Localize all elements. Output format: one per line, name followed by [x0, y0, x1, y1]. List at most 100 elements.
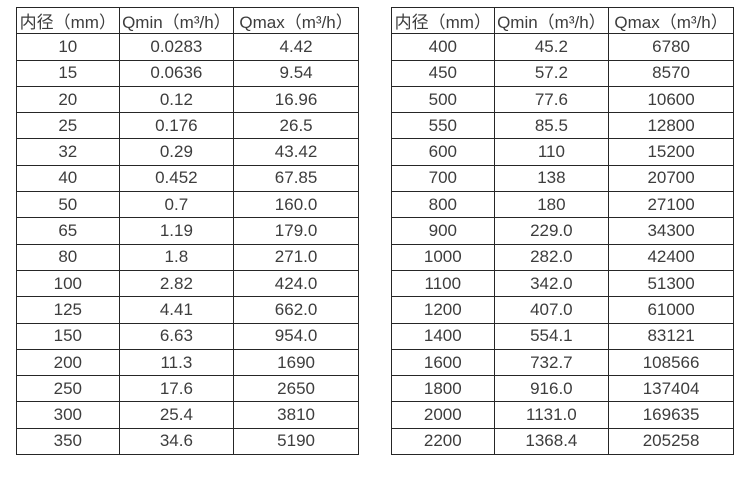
- table-cell: 42400: [608, 243, 734, 271]
- table-header: 内径（mm） Qmin（m³/h） Qmax（m³/h）: [391, 6, 734, 35]
- table-cell: 0.176: [118, 112, 235, 140]
- table-row: 1800 916.0 137404: [391, 375, 734, 403]
- table-cell: 700: [391, 164, 495, 193]
- header-qmax: Qmax（m³/h）: [608, 6, 734, 35]
- table-cell: 6780: [608, 33, 734, 61]
- table-cell: 2000: [391, 401, 495, 429]
- table-cell: 1368.4: [493, 427, 610, 456]
- table-cell: 137404: [608, 375, 734, 403]
- table-cell: 662.0: [233, 296, 359, 324]
- table-row: 50 0.7 160.0: [16, 191, 359, 219]
- table-cell: 27100: [608, 191, 734, 219]
- table-row: 300 25.4 3810: [16, 401, 359, 429]
- table-cell: 732.7: [493, 348, 610, 377]
- table-cell: 400: [391, 33, 495, 61]
- table-cell: 12800: [608, 112, 734, 140]
- table-cell: 25: [16, 112, 120, 140]
- table-cell: 16.96: [233, 85, 359, 114]
- table-row: 125 4.41 662.0: [16, 296, 359, 324]
- table-row: 2200 1368.4 205258: [391, 427, 734, 456]
- table-cell: 1131.0: [493, 401, 610, 429]
- table-cell: 3810: [233, 401, 359, 429]
- table-row: 1100 342.0 51300: [391, 269, 734, 298]
- table-cell: 40: [16, 164, 120, 193]
- table-cell: 350: [16, 427, 120, 456]
- table-cell: 8570: [608, 59, 734, 87]
- table-cell: 0.12: [118, 85, 235, 114]
- table-row: 25 0.176 26.5: [16, 112, 359, 140]
- table-cell: 450: [391, 59, 495, 87]
- table-cell: 108566: [608, 348, 734, 377]
- table-cell: 0.7: [118, 191, 235, 219]
- table-cell: 10600: [608, 85, 734, 114]
- table-cell: 1600: [391, 348, 495, 377]
- table-cell: 61000: [608, 296, 734, 324]
- table-body: 10 0.0283 4.42 15 0.0636 9.54 20 0.12 16.96 25 0.1…: [16, 33, 359, 456]
- table-cell: 179.0: [233, 217, 359, 245]
- table-row: 600 110 15200: [391, 138, 734, 166]
- table-cell: 229.0: [493, 217, 610, 245]
- table-row: 1600 732.7 108566: [391, 348, 734, 377]
- table-cell: 1200: [391, 296, 495, 324]
- header-row: 内径（mm） Qmin（m³/h） Qmax（m³/h）: [391, 6, 734, 35]
- table-cell: 100: [16, 269, 120, 298]
- table-cell: 342.0: [493, 269, 610, 298]
- table-cell: 138: [493, 164, 610, 193]
- table-cell: 50: [16, 191, 120, 219]
- table-cell: 160.0: [233, 191, 359, 219]
- table-cell: 180: [493, 191, 610, 219]
- header-qmin: Qmin（m³/h）: [493, 6, 610, 35]
- header-qmax: Qmax（m³/h）: [233, 6, 359, 35]
- table-row: 1000 282.0 42400: [391, 243, 734, 271]
- table-cell: 20700: [608, 164, 734, 193]
- table-cell: 800: [391, 191, 495, 219]
- table-row: 65 1.19 179.0: [16, 217, 359, 245]
- table-row: 15 0.0636 9.54: [16, 59, 359, 87]
- table-cell: 1100: [391, 269, 495, 298]
- table-row: 1400 554.1 83121: [391, 322, 734, 350]
- table-cell: 2.82: [118, 269, 235, 298]
- table-header: 内径（mm） Qmin（m³/h） Qmax（m³/h）: [16, 6, 359, 35]
- table-cell: 45.2: [493, 33, 610, 61]
- table-cell: 1800: [391, 375, 495, 403]
- table-cell: 17.6: [118, 375, 235, 403]
- table-cell: 200: [16, 348, 120, 377]
- table-cell: 407.0: [493, 296, 610, 324]
- table-row: 400 45.2 6780: [391, 33, 734, 61]
- table-cell: 110: [493, 138, 610, 166]
- table-cell: 20: [16, 85, 120, 114]
- table-cell: 34.6: [118, 427, 235, 456]
- table-cell: 300: [16, 401, 120, 429]
- table-row: 150 6.63 954.0: [16, 322, 359, 350]
- table-cell: 550: [391, 112, 495, 140]
- table-cell: 5190: [233, 427, 359, 456]
- table-row: 40 0.452 67.85: [16, 164, 359, 193]
- table-cell: 65: [16, 217, 120, 245]
- table-cell: 282.0: [493, 243, 610, 271]
- table-cell: 83121: [608, 322, 734, 350]
- table-cell: 57.2: [493, 59, 610, 87]
- table-body: 400 45.2 6780 450 57.2 8570 500 77.6 10600 550 85.…: [391, 33, 734, 456]
- table-row: 32 0.29 43.42: [16, 138, 359, 166]
- table-cell: 51300: [608, 269, 734, 298]
- table-cell: 25.4: [118, 401, 235, 429]
- flow-spec-page: 内径（mm） Qmin（m³/h） Qmax（m³/h） 10 0.0283 4.4…: [16, 6, 734, 456]
- table-cell: 34300: [608, 217, 734, 245]
- table-cell: 32: [16, 138, 120, 166]
- table-row: 350 34.6 5190: [16, 427, 359, 456]
- table-row: 800 180 27100: [391, 191, 734, 219]
- table-cell: 600: [391, 138, 495, 166]
- table-cell: 67.85: [233, 164, 359, 193]
- header-inner-diameter: 内径（mm）: [16, 6, 120, 35]
- table-cell: 43.42: [233, 138, 359, 166]
- table-row: 550 85.5 12800: [391, 112, 734, 140]
- table-cell: 0.29: [118, 138, 235, 166]
- table-cell: 85.5: [493, 112, 610, 140]
- table-cell: 2650: [233, 375, 359, 403]
- table-cell: 1690: [233, 348, 359, 377]
- table-row: 200 11.3 1690: [16, 348, 359, 377]
- table-cell: 554.1: [493, 322, 610, 350]
- table-row: 80 1.8 271.0: [16, 243, 359, 271]
- table-row: 20 0.12 16.96: [16, 85, 359, 114]
- table-cell: 169635: [608, 401, 734, 429]
